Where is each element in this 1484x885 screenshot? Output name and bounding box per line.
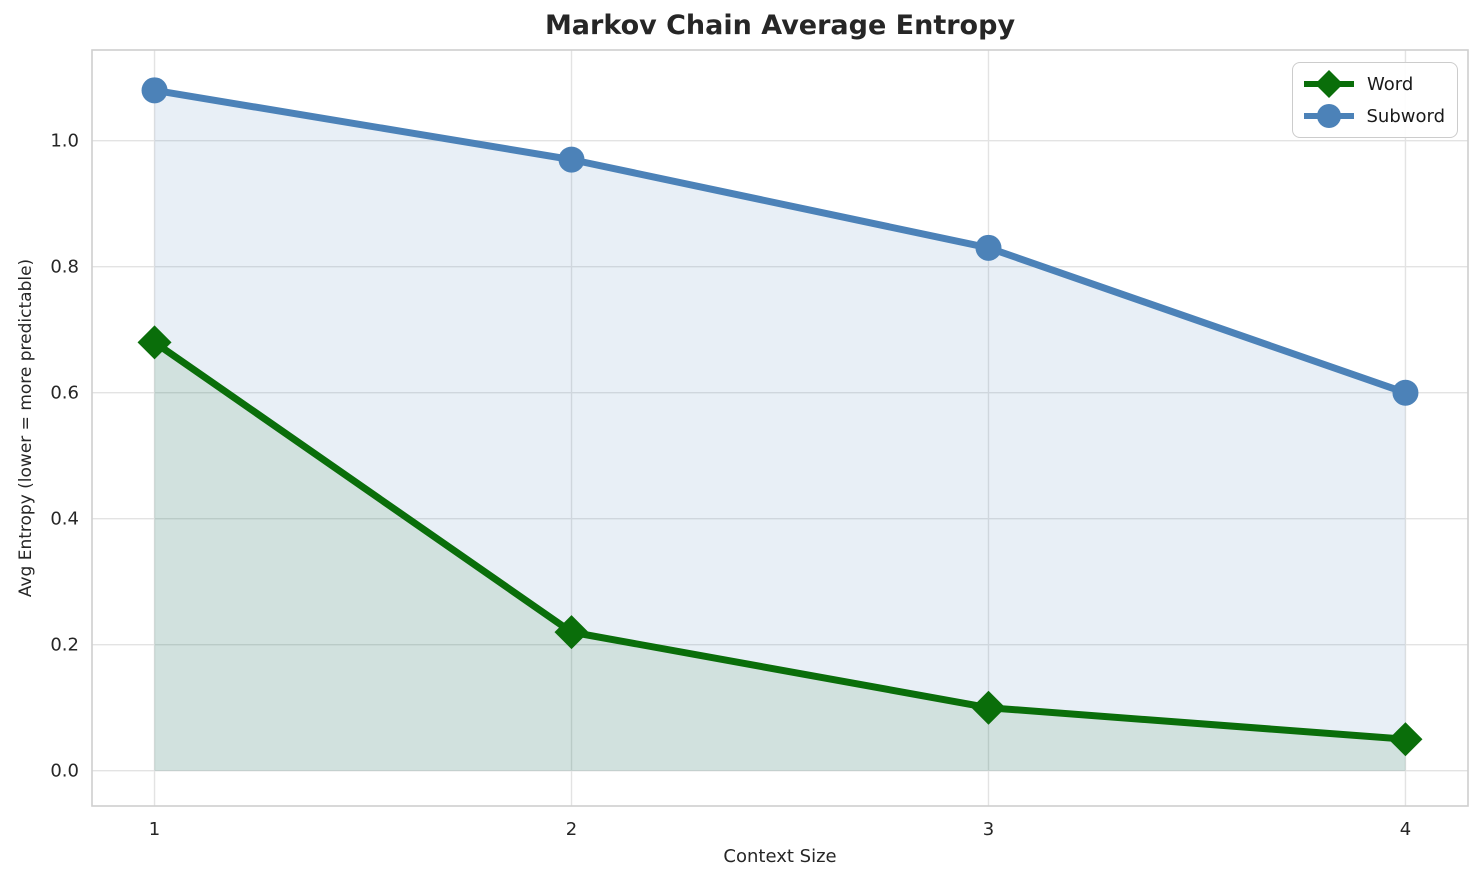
x-tick-label: 4	[1399, 819, 1412, 840]
y-tick-label: 0.8	[50, 256, 79, 278]
series-line-subword	[151, 86, 1409, 397]
x-tick-label: 2	[565, 819, 578, 840]
data-point-word	[137, 325, 172, 360]
legend-label-word: Word	[1367, 73, 1414, 95]
data-point-subword	[558, 146, 585, 173]
y-tick-label: 1.0	[50, 130, 79, 152]
data-point-word	[971, 690, 1006, 725]
data-point-word	[1388, 722, 1423, 757]
y-tick-label: 0.6	[50, 382, 79, 404]
data-point-subword	[141, 77, 168, 104]
data-point-word	[554, 615, 589, 650]
data-point-subword	[1392, 379, 1419, 406]
legend-entry-subword: Subword	[1301, 101, 1445, 131]
x-tick-label: 1	[148, 819, 161, 840]
y-tick-label: 0.2	[50, 634, 79, 656]
legend-entry-word: Word	[1301, 69, 1445, 99]
series-line-word	[151, 338, 1409, 743]
y-tick-label: 0.4	[50, 508, 79, 530]
legend: Word Subword	[1292, 62, 1458, 138]
chart-title: Markov Chain Average Entropy	[544, 10, 1016, 41]
x-tick-label: 3	[982, 819, 995, 840]
axes-frame	[91, 49, 1469, 807]
y-tick-label: 0.0	[50, 760, 79, 782]
area-fill-subword	[154, 90, 1406, 771]
y-axis-label: Avg Entropy (lower = more predictable)	[16, 258, 36, 598]
subword-circle-marker-icon	[1304, 104, 1354, 128]
legend-circle-subword	[1317, 104, 1341, 128]
legend-label-subword: Subword	[1366, 105, 1445, 127]
data-point-subword	[975, 234, 1002, 261]
word-diamond-marker-icon	[1304, 70, 1354, 98]
x-axis-label: Context Size	[723, 846, 837, 867]
area-fill-word	[154, 342, 1406, 771]
legend-diamond-word	[1315, 70, 1343, 98]
